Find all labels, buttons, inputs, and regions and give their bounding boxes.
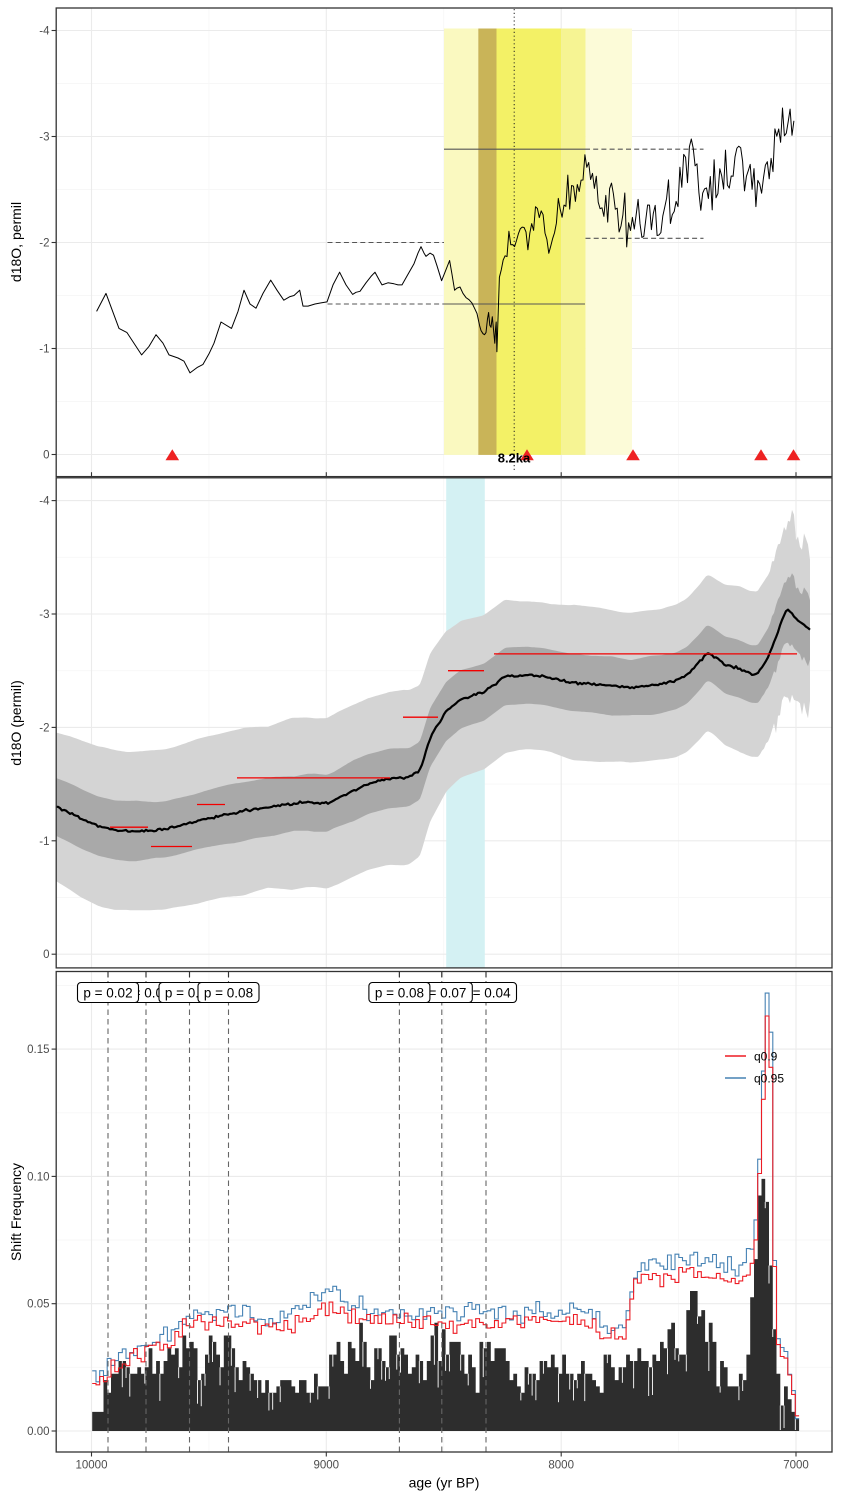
svg-text:p = 0.08: p = 0.08 <box>375 986 424 1001</box>
svg-text:-2: -2 <box>39 722 49 734</box>
svg-text:0.10: 0.10 <box>27 1171 49 1183</box>
svg-text:-1: -1 <box>39 836 49 848</box>
svg-text:d18O, permil: d18O, permil <box>8 202 24 282</box>
svg-text:-4: -4 <box>39 26 50 38</box>
svg-text:0: 0 <box>43 450 49 462</box>
svg-text:q0.95: q0.95 <box>754 1072 784 1086</box>
svg-text:-4: -4 <box>39 496 50 508</box>
svg-text:8000: 8000 <box>548 1460 574 1472</box>
svg-text:0: 0 <box>43 949 49 961</box>
svg-text:-3: -3 <box>39 609 49 621</box>
svg-text:q0.9: q0.9 <box>754 1050 778 1064</box>
svg-text:8.2ka: 8.2ka <box>498 451 531 466</box>
svg-text:d18O (permil): d18O (permil) <box>8 680 24 766</box>
svg-text:10000: 10000 <box>76 1460 108 1472</box>
svg-text:7000: 7000 <box>783 1460 809 1472</box>
svg-text:Shift Frequency: Shift Frequency <box>8 1163 24 1261</box>
svg-text:0.05: 0.05 <box>27 1299 49 1311</box>
svg-text:p = 0.04: p = 0.04 <box>461 986 511 1001</box>
svg-text:p = 0.08: p = 0.08 <box>204 986 253 1001</box>
svg-text:p = 0.02: p = 0.02 <box>83 986 132 1001</box>
svg-text:9000: 9000 <box>314 1460 340 1472</box>
svg-text:0.00: 0.00 <box>27 1426 49 1438</box>
svg-text:age (yr BP): age (yr BP) <box>409 1475 480 1491</box>
svg-text:-2: -2 <box>39 238 49 250</box>
svg-text:-1: -1 <box>39 344 49 356</box>
svg-text:-3: -3 <box>39 132 49 144</box>
svg-text:0.15: 0.15 <box>27 1044 49 1056</box>
